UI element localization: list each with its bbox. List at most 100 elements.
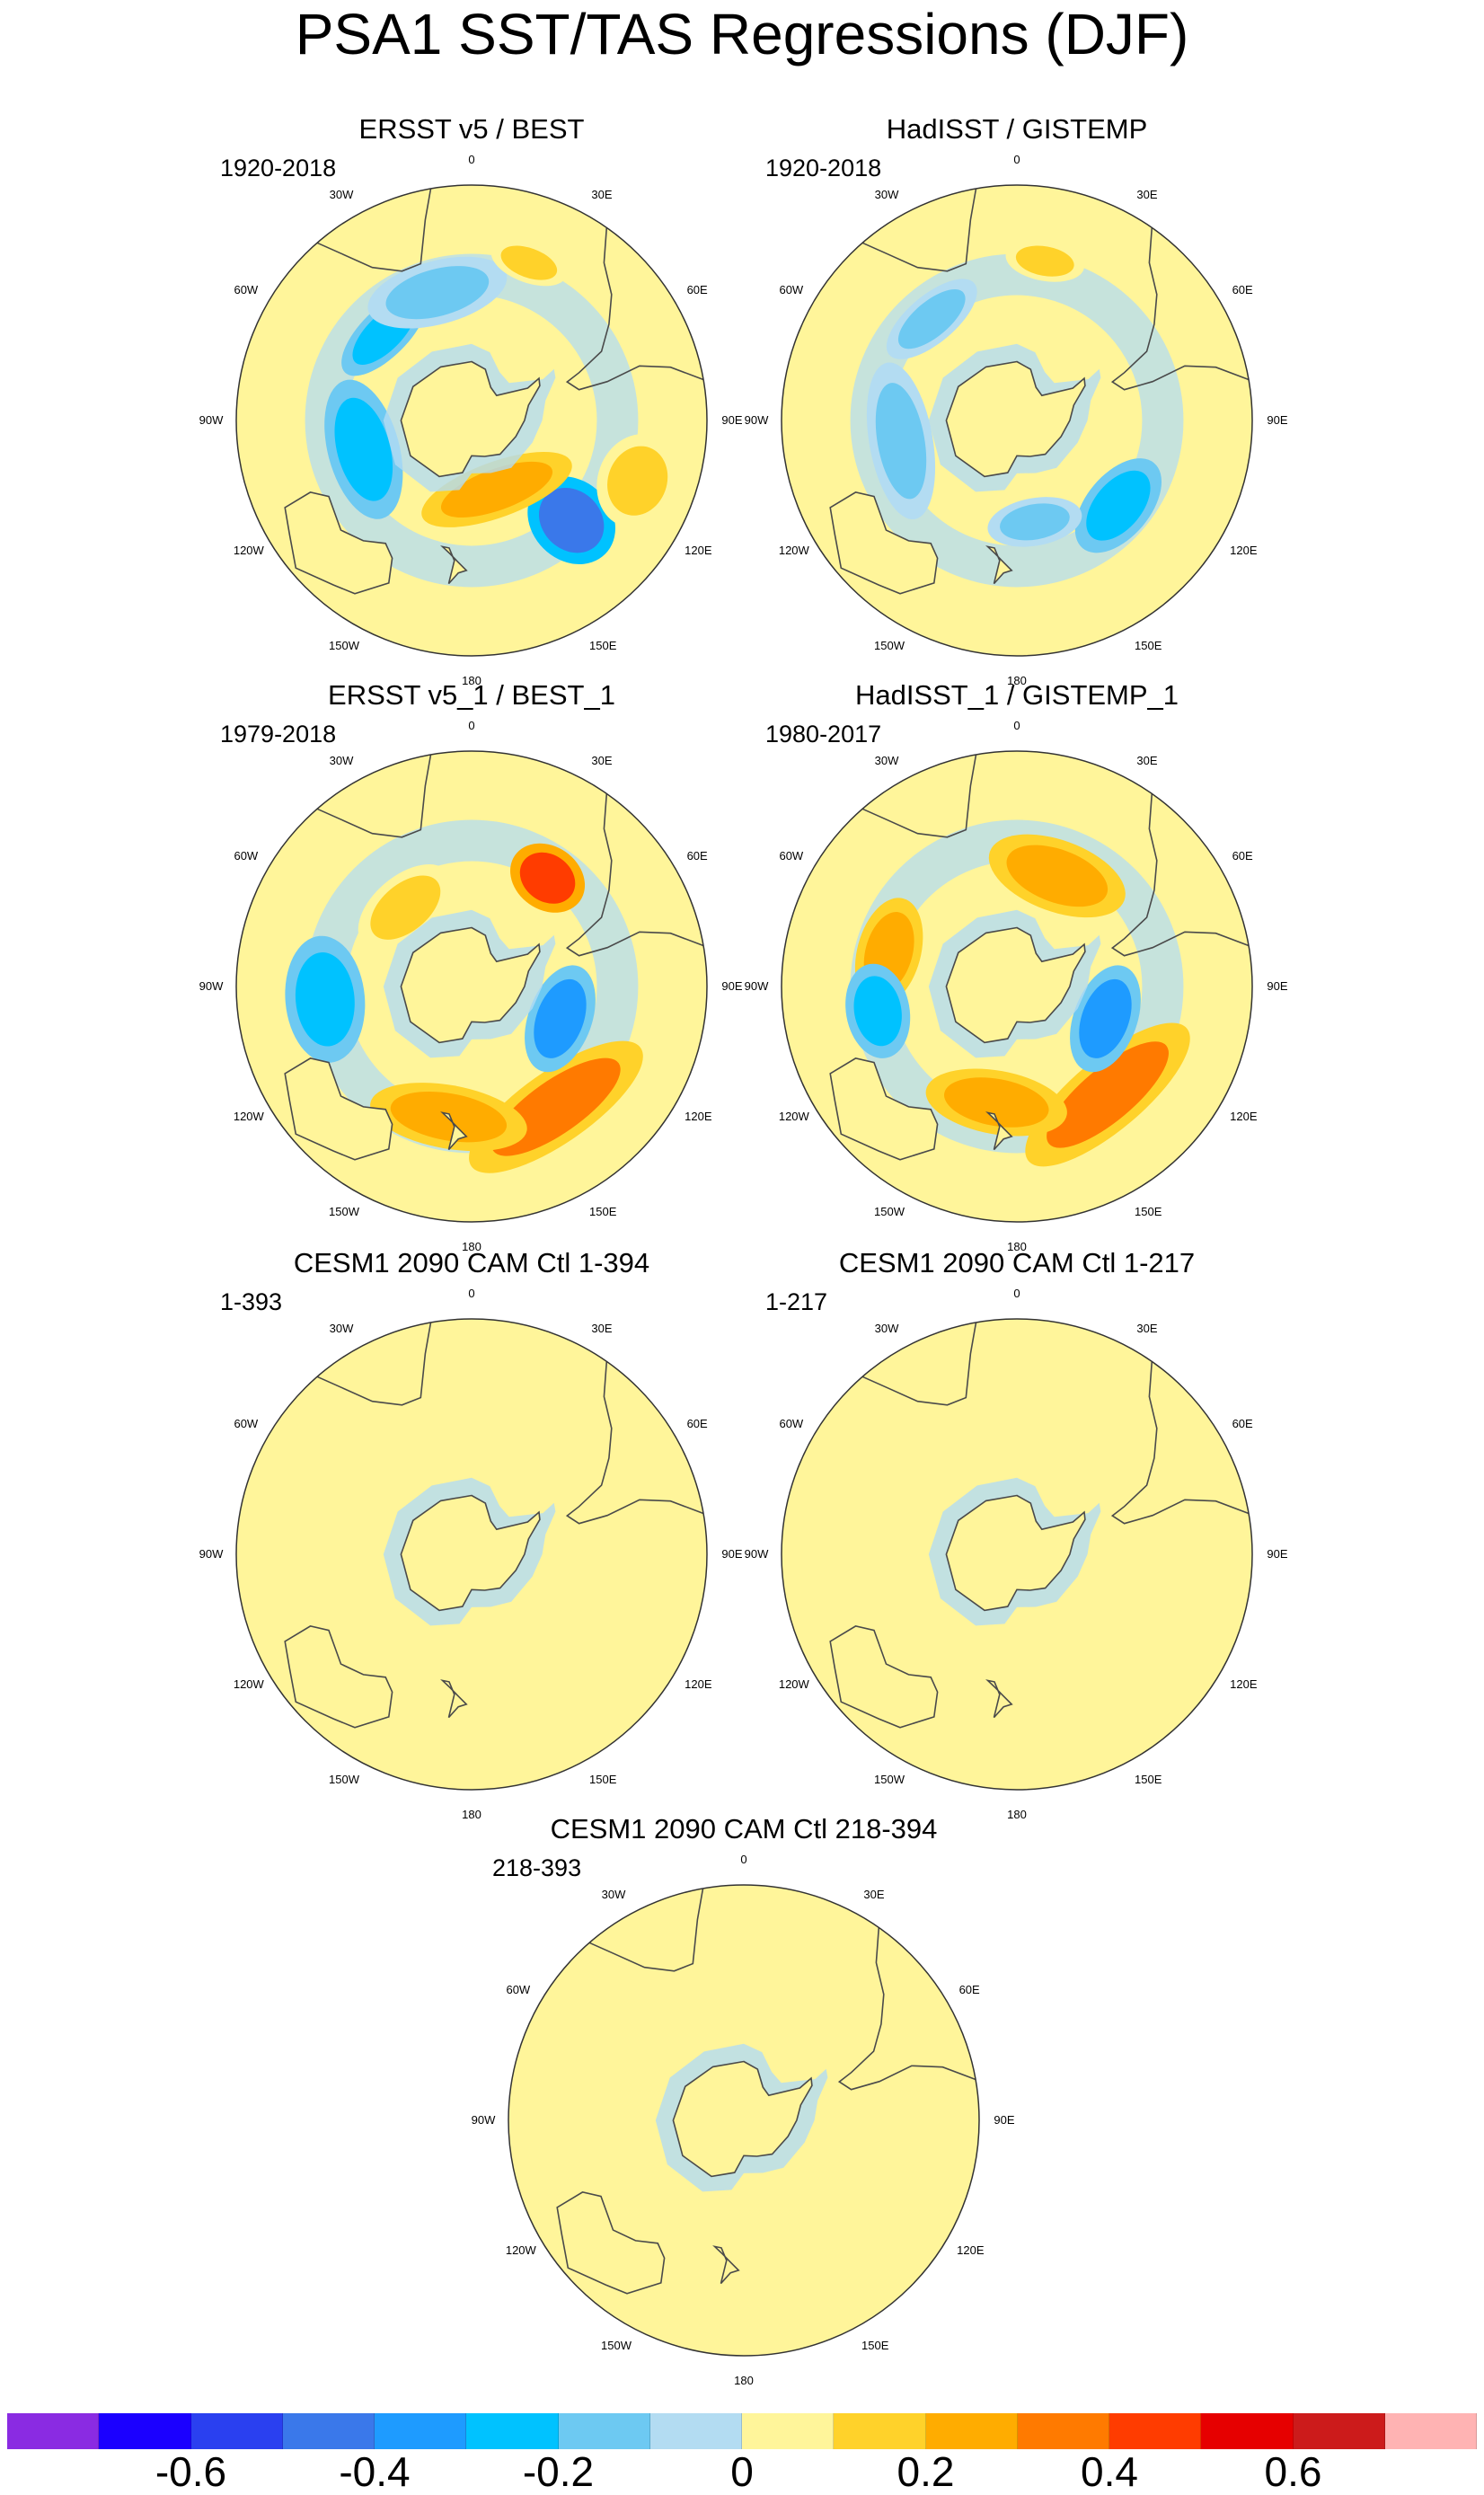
- longitude-label: 60E: [1232, 1417, 1253, 1430]
- longitude-label: 90W: [471, 2113, 496, 2127]
- australia-coastline: [284, 1625, 393, 1729]
- period-label: 1920-2018: [765, 155, 882, 181]
- longitude-label: 150W: [329, 1205, 359, 1219]
- colorbar-swatch: [190, 2413, 283, 2449]
- longitude-label: 120W: [505, 2243, 536, 2257]
- longitude-label: 60E: [1232, 283, 1253, 296]
- longitude-label: 60W: [779, 283, 804, 296]
- anomaly-region: [897, 289, 966, 349]
- new-zealand-coastline: [985, 1679, 1013, 1719]
- anomaly-region: [538, 487, 605, 553]
- longitude-label: 150W: [329, 639, 359, 653]
- longitude-label: 180: [462, 1240, 481, 1253]
- panel-title: ERSST v5 / BEST: [358, 113, 585, 145]
- longitude-label: 60W: [779, 849, 804, 863]
- longitude-label: 60W: [234, 1417, 259, 1430]
- longitude-label: 90W: [744, 1547, 769, 1561]
- anomaly-region: [1015, 245, 1074, 277]
- longitude-label: 180: [462, 674, 481, 687]
- colorbar-tick-label: 0.4: [1081, 2448, 1138, 2495]
- longitude-label: 120W: [778, 544, 809, 557]
- anomaly-region: [1047, 1041, 1169, 1148]
- map-border: [781, 1318, 1253, 1791]
- longitude-label: 0: [468, 153, 475, 166]
- longitude-label: 60W: [506, 1983, 531, 1996]
- figure-title: PSA1 SST/TAS Regressions (DJF): [295, 2, 1189, 66]
- longitude-label: 90E: [1267, 413, 1288, 427]
- longitude-label: 60W: [234, 849, 259, 863]
- anomaly-region: [944, 1077, 1049, 1128]
- panel-title: HadISST / GISTEMP: [886, 113, 1148, 145]
- longitude-label: 0: [1013, 1287, 1020, 1300]
- panel-title: CESM1 2090 CAM Ctl 1-394: [293, 1247, 650, 1278]
- new-zealand-coastline: [712, 2245, 740, 2285]
- longitude-label: 90W: [744, 979, 769, 993]
- period-label: 1920-2018: [220, 155, 337, 181]
- antarctica-coastline: [400, 1494, 541, 1612]
- longitude-label: 30E: [591, 1321, 613, 1335]
- map-panel-cesm1-1-217: CESM1 2090 CAM Ctl 1-217 1-217 0 30E 60E 90E 1…: [729, 1249, 1304, 1824]
- colorbar-swatch: [1201, 2413, 1294, 2449]
- panel-title: CESM1 2090 CAM Ctl 1-217: [838, 1247, 1196, 1278]
- longitude-label: 90E: [721, 979, 743, 993]
- new-zealand-coastline: [440, 1679, 468, 1719]
- australia-coastline: [829, 1625, 939, 1729]
- map-border: [781, 184, 1253, 657]
- south-america-coastline: [1110, 793, 1250, 957]
- longitude-label: 180: [1007, 1240, 1027, 1253]
- longitude-label: 120W: [778, 1677, 809, 1691]
- longitude-label: 120E: [685, 1110, 712, 1123]
- longitude-label: 30W: [874, 753, 899, 767]
- longitude-label: 0: [740, 1853, 747, 1866]
- map-panel-hadisst-gistemp: HadISST / GISTEMP 1920-2018 0 30E 60E 90E 120E…: [729, 115, 1304, 690]
- longitude-label: 0: [1013, 719, 1020, 732]
- longitude-label: 0: [468, 719, 475, 732]
- colorbar-swatch: [1109, 2413, 1202, 2449]
- colorbar-tick-label: -0.6: [155, 2448, 227, 2495]
- longitude-label: 120E: [1230, 1110, 1258, 1123]
- longitude-label: 30E: [1136, 187, 1158, 201]
- longitude-label: 120W: [233, 1110, 264, 1123]
- colorbar-swatch: [99, 2413, 191, 2449]
- australia-coastline: [284, 1057, 393, 1161]
- anomaly-region: [440, 461, 553, 518]
- anomaly-region: [1006, 845, 1109, 907]
- longitude-label: 90W: [744, 413, 769, 427]
- new-zealand-coastline: [985, 1111, 1013, 1151]
- longitude-label: 90E: [721, 1547, 743, 1561]
- anomaly-region: [519, 852, 576, 904]
- map-border: [235, 750, 708, 1223]
- map-border: [508, 1884, 980, 2357]
- longitude-label: 90W: [199, 979, 224, 993]
- period-label: 218-393: [492, 1854, 582, 1881]
- polar-map: [508, 1884, 980, 2357]
- colorbar-swatch: [649, 2413, 742, 2449]
- colorbar-swatch: [742, 2413, 835, 2449]
- colorbar-boxes: [7, 2413, 1477, 2449]
- longitude-label: 180: [462, 1808, 481, 1821]
- polar-map: [235, 750, 708, 1223]
- new-zealand-coastline: [440, 545, 468, 585]
- map-border: [235, 184, 708, 657]
- longitude-label: 150W: [874, 1773, 905, 1787]
- panel-title: HadISST_1 / GISTEMP_1: [854, 679, 1179, 711]
- longitude-label: 120E: [685, 1677, 712, 1691]
- longitude-label: 150E: [589, 639, 617, 653]
- longitude-label: 150E: [1135, 1205, 1162, 1219]
- longitude-label: 0: [1013, 153, 1020, 166]
- longitude-label: 30W: [601, 1887, 626, 1901]
- colorbar-tick-label: 0: [730, 2448, 754, 2495]
- new-zealand-coastline: [440, 1111, 468, 1151]
- longitude-label: 30E: [1136, 753, 1158, 767]
- anomaly-region: [1086, 470, 1151, 541]
- longitude-label: 90E: [994, 2113, 1015, 2127]
- antarctica-coastline: [400, 926, 541, 1044]
- south-america-coastline: [1110, 227, 1250, 391]
- longitude-label: 30W: [329, 187, 354, 201]
- australia-coastline: [829, 491, 939, 595]
- antarctica-coastline: [945, 1494, 1086, 1612]
- australia-coastline: [284, 491, 393, 595]
- period-label: 1980-2017: [765, 721, 882, 748]
- longitude-label: 60E: [958, 1983, 980, 1996]
- longitude-label: 120W: [233, 1677, 264, 1691]
